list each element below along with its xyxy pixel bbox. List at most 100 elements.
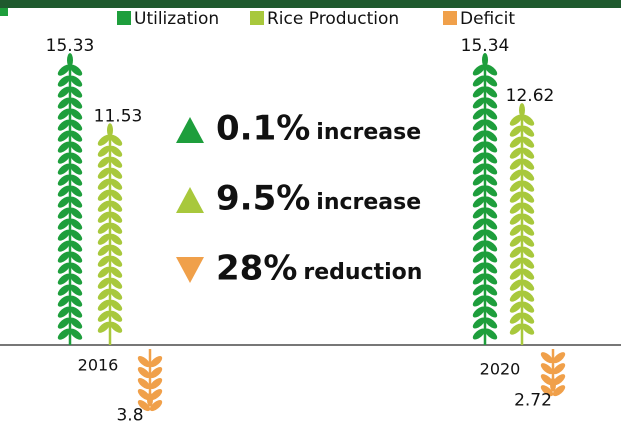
kernel (509, 301, 523, 313)
kernel (472, 229, 486, 241)
trend-arrow (176, 117, 204, 143)
kernel (484, 174, 498, 186)
kernel (69, 284, 83, 296)
kernel (521, 191, 535, 203)
kernel (69, 251, 83, 263)
kernel (109, 299, 123, 311)
kernel (482, 53, 488, 67)
kernel (57, 86, 71, 98)
annotation-value: 9.5% (216, 179, 310, 219)
kernel (472, 273, 486, 285)
kernel (484, 97, 498, 109)
wheat-stalk (97, 123, 123, 345)
kernel (97, 200, 111, 212)
kernel (472, 251, 486, 263)
kernel (484, 86, 498, 98)
kernel (97, 266, 111, 278)
trend-arrow (176, 187, 204, 213)
kernel (57, 119, 71, 131)
kernel (472, 185, 486, 197)
kernel (69, 163, 83, 175)
kernel (57, 130, 71, 142)
kernel (109, 244, 123, 256)
kernel (540, 363, 554, 375)
kernel (472, 328, 486, 340)
kernel (552, 385, 566, 397)
kernel (472, 240, 486, 252)
kernel (521, 312, 535, 324)
kernel (472, 284, 486, 296)
kernel (69, 141, 83, 153)
kernel (69, 130, 83, 142)
kernel (137, 367, 151, 379)
kernel (484, 64, 498, 76)
kernel (509, 169, 523, 181)
kernel (484, 262, 498, 274)
kernel (472, 306, 486, 318)
kernel (509, 279, 523, 291)
kernel (484, 306, 498, 318)
kernel (472, 262, 486, 274)
kernel (509, 290, 523, 302)
wheat-stalk (540, 349, 566, 397)
kernel (57, 284, 71, 296)
kernel (149, 367, 163, 379)
kernel (484, 75, 498, 87)
kernel (472, 130, 486, 142)
kernel (97, 244, 111, 256)
kernel (521, 202, 535, 214)
kernel (484, 229, 498, 241)
annotation-value: 0.1% (216, 109, 310, 149)
annotation-value: 28% (216, 249, 297, 289)
kernel (109, 167, 123, 179)
kernel (540, 352, 554, 364)
kernel (552, 352, 566, 364)
legend-swatch (443, 11, 457, 25)
wheat-stalk (509, 103, 535, 345)
kernel (509, 246, 523, 258)
kernel (57, 295, 71, 307)
kernel (484, 273, 498, 285)
kernel (509, 147, 523, 159)
kernel (521, 224, 535, 236)
kernel (109, 145, 123, 157)
kernel (107, 123, 113, 138)
value-label: 12.62 (506, 86, 555, 106)
kernel (521, 213, 535, 225)
kernel (509, 125, 523, 137)
kernel (109, 189, 123, 201)
kernel (521, 301, 535, 313)
kernel (97, 178, 111, 190)
kernel (97, 134, 111, 146)
value-label: 15.33 (46, 36, 95, 56)
kernel (69, 207, 83, 219)
kernel (97, 310, 111, 322)
kernel (509, 224, 523, 236)
kernel (97, 255, 111, 267)
kernel (509, 202, 523, 214)
annotation-text: increase (316, 120, 421, 145)
kernel (69, 152, 83, 164)
kernel (69, 196, 83, 208)
kernel (69, 174, 83, 186)
kernel (484, 284, 498, 296)
kernel (69, 240, 83, 252)
kernel (109, 233, 123, 245)
kernel (69, 273, 83, 285)
kernel (484, 152, 498, 164)
kernel (521, 125, 535, 137)
kernel (521, 169, 535, 181)
kernel (472, 196, 486, 208)
kernel (109, 255, 123, 267)
kernel (484, 317, 498, 329)
kernel (69, 119, 83, 131)
kernel (509, 158, 523, 170)
kernel (97, 145, 111, 157)
kernel (57, 185, 71, 197)
kernel (97, 189, 111, 201)
kernel (69, 218, 83, 230)
kernel (472, 75, 486, 87)
kernel (552, 363, 566, 375)
kernel (552, 374, 566, 386)
x-tick-label: 2020 (480, 360, 521, 379)
